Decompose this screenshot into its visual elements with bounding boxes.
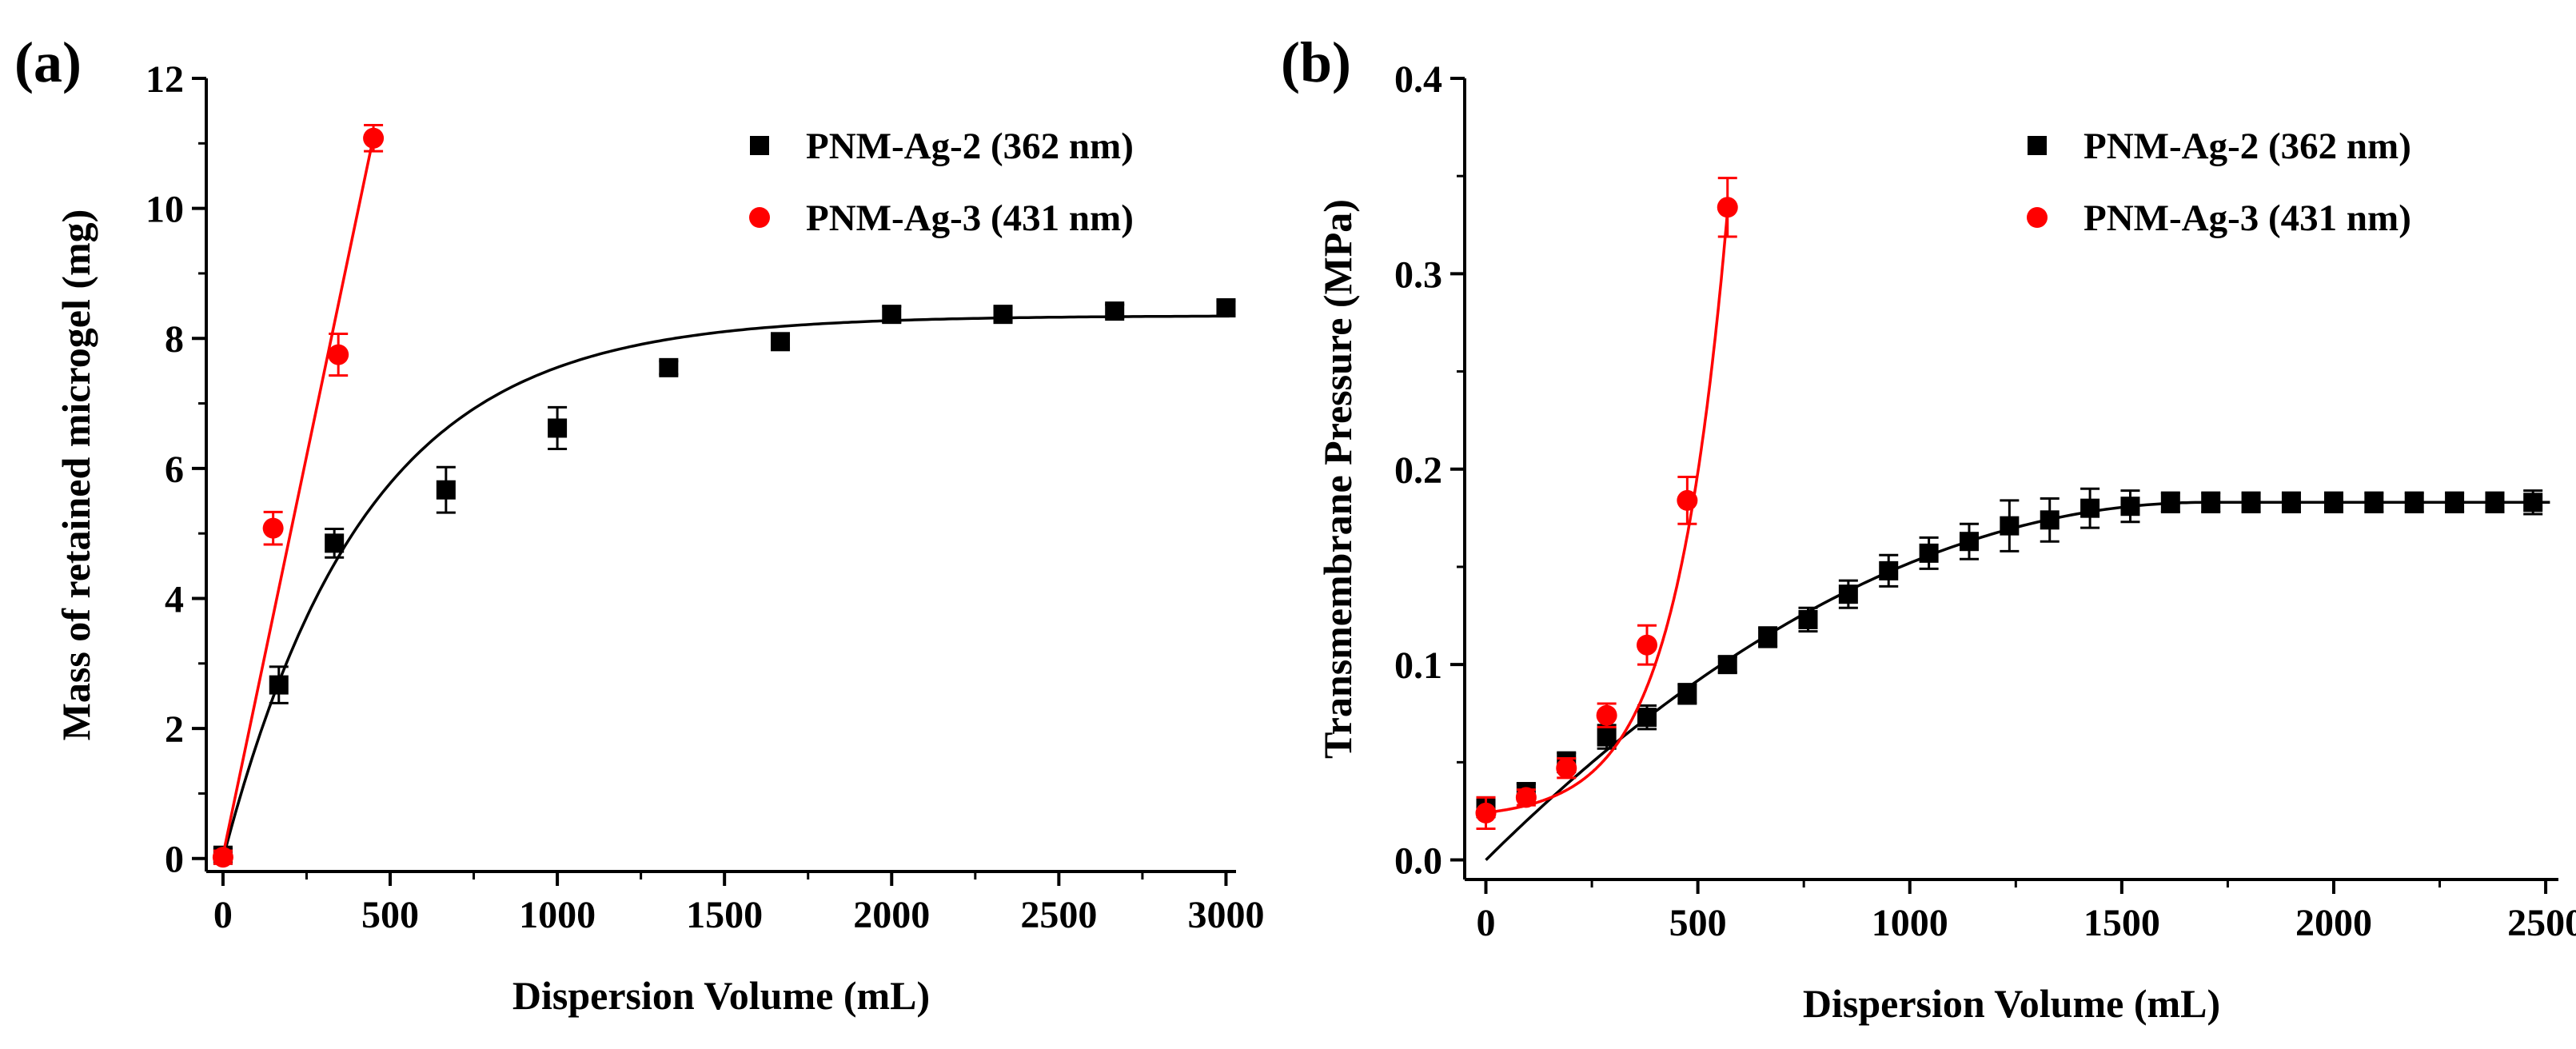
panel-label: (b) [1281,30,1351,94]
x-tick-label: 0 [213,894,233,936]
data-point [1758,627,1778,647]
data-point [1838,584,1858,604]
data-point [771,332,791,352]
data-point [2523,493,2543,513]
series-pnm-ag-3: PNM-Ag-3 (431 nm) [212,124,1134,868]
x-tick-label: 1500 [2084,902,2160,944]
data-point [1105,301,1125,321]
y-tick-label: 0.0 [1394,840,1442,883]
data-point [325,533,345,553]
data-point [2241,493,2261,513]
data-point [993,305,1013,325]
data-point [2323,493,2343,513]
x-tick-label: 1000 [519,894,596,936]
x-tick-label: 2500 [1020,894,1097,936]
data-point [2040,510,2060,530]
panel-b-chart: (b) 0 500 1000 1500 2000 2500 0.0 0.1 0.2 0.3 0.4 Di… [1281,30,2576,1026]
data-point [1717,197,1738,218]
data-point [2404,493,2424,513]
panel-label: (a) [14,30,82,94]
x-tick-label: 2500 [2507,902,2576,944]
data-point [212,847,233,868]
x-tick-label: 500 [361,894,419,936]
data-point [1959,532,1979,552]
y-tick-label: 0.3 [1394,253,1442,296]
data-point [2080,498,2100,518]
legend-marker [749,207,770,228]
data-point [1677,684,1697,704]
x-tick-label: 500 [1669,902,1727,944]
data-point [2281,493,2301,513]
legend-label: PNM-Ag-3 (431 nm) [806,197,1134,239]
y-tick-label: 0.4 [1394,58,1442,101]
y-tick-label: 4 [165,578,184,620]
y-tick-label: 10 [146,189,184,231]
data-point [2201,493,2221,513]
legend-label: PNM-Ag-3 (431 nm) [2084,197,2411,239]
data-point [328,344,349,365]
x-tick-label: 1000 [1872,902,1948,944]
x-tick-label: 2000 [853,894,930,936]
fit-curve [221,136,375,856]
data-point [1677,489,1698,511]
legend-label: PNM-Ag-2 (362 nm) [806,126,1134,167]
y-axis-title: Mass of retained microgel (mg) [54,209,98,741]
y-tick-label: 8 [165,318,184,361]
data-point [548,418,568,438]
data-point [2445,493,2465,513]
data-point [882,305,902,325]
data-point [1798,609,1818,629]
x-tick-label: 3000 [1187,894,1264,936]
legend-marker [2028,136,2047,155]
data-point [2120,497,2140,517]
data-point [1919,543,1939,563]
data-point [1556,757,1577,779]
fit-curve [1485,501,2550,861]
y-tick-label: 2 [165,708,184,751]
data-point [1515,787,1537,808]
data-point [2485,493,2505,513]
x-tick-label: 2000 [2295,902,2372,944]
legend-label: PNM-Ag-2 (362 nm) [2084,126,2411,167]
data-point [262,517,284,539]
x-axis-title: Dispersion Volume (mL) [512,973,930,1018]
series-pnm-ag-3: PNM-Ag-3 (431 nm) [1475,177,2411,830]
x-tick-label: 1500 [686,894,763,936]
y-tick-label: 0.1 [1394,644,1442,687]
data-point [2364,493,2384,513]
data-point [1596,704,1617,726]
legend-marker [2027,207,2048,228]
y-tick-label: 12 [146,58,184,101]
y-tick-label: 0 [165,839,184,881]
data-point [2160,493,2180,513]
y-tick-label: 0.2 [1394,449,1442,492]
y-tick-label: 6 [165,449,184,491]
data-point [1637,708,1657,728]
data-point [1216,298,1236,318]
data-point [1597,727,1617,747]
series-pnm-ag-2: PNM-Ag-2 (362 nm) [213,126,1236,865]
data-point [363,127,385,149]
x-tick-label: 0 [1477,902,1496,944]
y-axis-title: Transmembrane Pressure (MPa) [1315,199,1360,759]
data-point [269,675,289,695]
data-point [1637,634,1657,656]
data-point [2000,516,2020,536]
x-axis-title: Dispersion Volume (mL) [1803,981,2220,1026]
fit-curve [221,314,1230,860]
data-point [1717,655,1737,675]
data-point [436,480,456,500]
panel-a-chart: (a) 0 500 1000 1500 2000 2500 3000 0 2 4 6 8 10 12 Disp… [14,30,1264,1018]
data-point [1475,802,1497,824]
data-point [1879,560,1899,580]
data-point [659,357,679,377]
legend-marker [750,136,769,155]
